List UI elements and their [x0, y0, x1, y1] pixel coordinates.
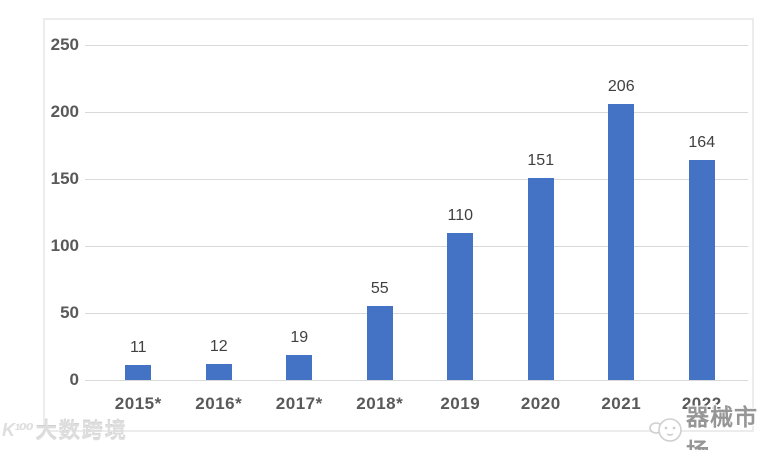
x-axis-label: 2016*: [195, 394, 243, 413]
gridline-y0: [85, 379, 748, 381]
bar-2017: [286, 355, 313, 380]
gridline-y250: [85, 44, 748, 46]
x-axis-label: 2020: [520, 394, 561, 413]
x-axis-label: 2017*: [275, 394, 323, 413]
bar-value-label: 110: [447, 207, 473, 224]
gridline-y200: [85, 111, 748, 113]
bar-2015: [125, 365, 152, 380]
gridline-y50: [85, 312, 748, 314]
bar-value-label: 19: [290, 329, 309, 346]
gridline-y100: [85, 245, 748, 247]
bar-value-label: 55: [370, 280, 389, 297]
bar-2021: [608, 104, 635, 380]
bar-value-label: 151: [527, 152, 555, 169]
gridline-y150: [85, 178, 748, 180]
x-axis-label: 2019: [440, 394, 481, 413]
bar-2022: [688, 160, 715, 380]
y-axis-tick-label: 250: [50, 35, 79, 54]
x-axis-label: 2015*: [114, 394, 162, 413]
bar-2016: [205, 364, 232, 380]
bar-2018: [366, 306, 393, 380]
bar-value-label: 12: [209, 338, 228, 355]
y-axis-tick-label: 100: [50, 236, 79, 255]
x-axis-label: 2022: [681, 394, 722, 413]
y-axis-tick-label: 200: [50, 102, 79, 121]
chart-frame: [43, 18, 754, 432]
y-axis-tick-label: 150: [50, 169, 79, 188]
x-axis-label: 2021: [601, 394, 642, 413]
bar-value-label: 11: [129, 339, 147, 356]
y-axis-tick-label: 50: [60, 303, 79, 322]
bar-value-label: 164: [688, 134, 716, 151]
x-axis-label: 2018*: [356, 394, 404, 413]
bar-2020: [527, 178, 554, 380]
y-axis-tick-label: 0: [69, 370, 79, 389]
bar-2019: [447, 233, 474, 380]
bar-value-label: 206: [607, 78, 635, 95]
